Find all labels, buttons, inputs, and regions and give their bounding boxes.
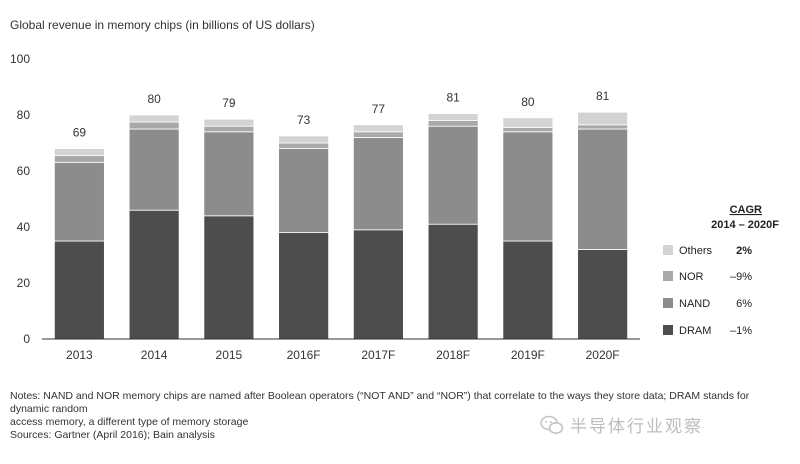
- bars: 69 80 79 73 77 81 80 81: [53, 89, 629, 340]
- bar-segment-nor: [577, 124, 629, 130]
- chart: Global revenue in memory chips (in billi…: [10, 18, 779, 362]
- bar-segment-nor: [128, 121, 180, 130]
- bar-segment-nor: [53, 155, 105, 164]
- bar-total-label: 73: [297, 113, 311, 127]
- bar-segment-nand: [128, 128, 180, 211]
- bar-total-label: 80: [521, 95, 535, 109]
- x-tick-label: 2019F: [511, 348, 545, 362]
- bar-segment-dram: [128, 209, 180, 340]
- x-tick-label: 2015: [216, 348, 243, 362]
- legend-label: NOR: [679, 271, 704, 283]
- legend-swatch-nor: [663, 271, 673, 281]
- bar-segment-nand: [278, 148, 330, 234]
- legend-swatch-nand: [663, 298, 673, 308]
- bar-segment-dram: [502, 240, 554, 340]
- legend-cagr-value: –1%: [730, 325, 752, 337]
- watermark-text: 半导体行业观察: [570, 417, 703, 436]
- x-axis: 2013 2014 2015 2016F 2017F 2018F 2019F 2020F: [42, 338, 640, 362]
- legend-heading-period: 2014 – 2020F: [711, 219, 779, 231]
- bar-segment-others: [203, 118, 255, 127]
- bar-segment-others: [128, 114, 180, 123]
- bar-total-label: 77: [372, 102, 386, 116]
- bar-segment-nor: [278, 142, 330, 149]
- bar-total-label: 69: [73, 126, 87, 140]
- bar-segment-dram: [352, 229, 404, 340]
- legend: CAGR 2014 – 2020F Others 2% NOR –9% NAND 6% DR…: [663, 204, 779, 337]
- y-tick-label: 60: [17, 164, 31, 178]
- legend-label: DRAM: [679, 325, 711, 337]
- x-tick-label: 2013: [66, 348, 93, 362]
- bar-segment-nor: [427, 120, 479, 127]
- x-tick-label: 2020F: [586, 348, 620, 362]
- notes-line-1: Notes: NAND and NOR memory chips are nam…: [10, 390, 750, 415]
- bar-segment-nor: [502, 127, 554, 133]
- legend-cagr-value: –9%: [730, 271, 752, 283]
- y-tick-label: 20: [17, 276, 31, 290]
- bar-segment-nand: [53, 162, 105, 242]
- bar-segment-others: [278, 135, 330, 144]
- legend-heading-cagr: CAGR: [730, 204, 762, 216]
- bar-segment-nor: [352, 131, 404, 138]
- legend-label: Others: [679, 245, 713, 257]
- x-tick-label: 2016F: [287, 348, 321, 362]
- legend-cagr-value: 2%: [736, 245, 752, 257]
- bar-segment-nor: [203, 125, 255, 133]
- bar-segment-dram: [203, 215, 255, 340]
- y-axis: 0 20 40 60 80 100: [10, 52, 30, 346]
- chart-title: Global revenue in memory chips (in billi…: [10, 18, 315, 32]
- bar-total-label: 81: [446, 91, 460, 105]
- sources-line: Sources: Gartner (April 2016); Bain anal…: [10, 429, 215, 441]
- y-tick-label: 100: [10, 52, 30, 66]
- bar-segment-others: [352, 124, 404, 133]
- x-tick-label: 2018F: [436, 348, 470, 362]
- bar-segment-nand: [427, 125, 479, 225]
- bar-total-label: 80: [147, 92, 161, 106]
- bar-segment-dram: [577, 248, 629, 340]
- bar-segment-others: [427, 113, 479, 121]
- bar-segment-dram: [278, 232, 330, 340]
- y-tick-label: 0: [23, 332, 30, 346]
- x-tick-label: 2017F: [361, 348, 395, 362]
- notes-line-2: access memory, a different type of memor…: [10, 416, 249, 428]
- y-tick-label: 40: [17, 220, 31, 234]
- bar-segment-others: [53, 148, 105, 157]
- x-tick-label: 2014: [141, 348, 168, 362]
- bar-segment-nand: [577, 128, 629, 250]
- bar-segment-dram: [53, 240, 105, 340]
- legend-swatch-others: [663, 245, 673, 255]
- bar-segment-nand: [352, 136, 404, 231]
- bar-total-label: 79: [222, 96, 236, 110]
- bar-segment-nand: [502, 131, 554, 242]
- y-tick-label: 80: [17, 108, 31, 122]
- bar-segment-nand: [203, 131, 255, 217]
- bar-segment-others: [502, 117, 554, 129]
- bar-segment-others: [577, 111, 629, 126]
- legend-swatch-dram: [663, 325, 673, 335]
- wechat-icon: [540, 415, 564, 434]
- bar-segment-dram: [427, 223, 479, 340]
- bar-total-label: 81: [596, 89, 610, 103]
- legend-cagr-value: 6%: [736, 298, 752, 310]
- notes: Notes: NAND and NOR memory chips are nam…: [10, 390, 780, 442]
- legend-label: NAND: [679, 298, 710, 310]
- watermark: 半导体行业观察: [540, 412, 703, 437]
